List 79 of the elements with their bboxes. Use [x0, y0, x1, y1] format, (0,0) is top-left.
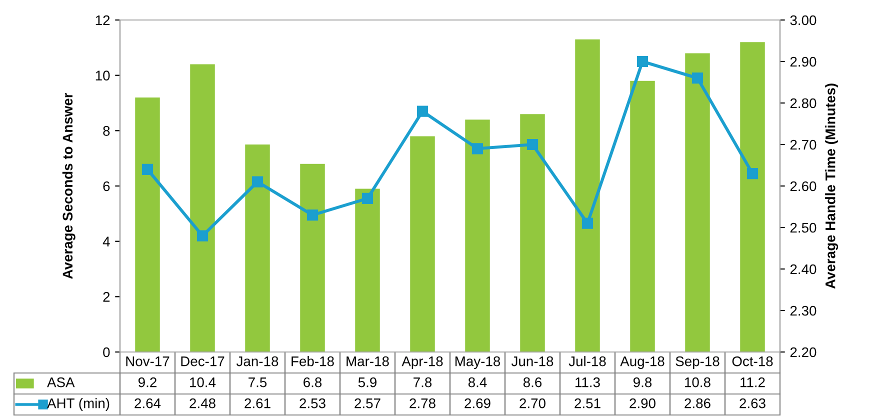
point: [636, 56, 648, 68]
data-label: 9.8: [634, 377, 652, 388]
data-label: 2.70: [520, 398, 546, 408]
bar: [135, 97, 160, 352]
point: [416, 106, 428, 117]
data-label: 5.9: [358, 377, 376, 388]
x-tick-label: Aug-18: [620, 356, 664, 369]
y-tick-label: 10: [96, 70, 110, 81]
bar: [685, 53, 710, 352]
y-tick-label: 6: [103, 181, 110, 192]
x-tick-label: May-18: [455, 356, 500, 369]
data-label: 9.2: [138, 377, 156, 388]
bar: [740, 42, 765, 352]
y2-axis-title: Average Handle Time (Minutes): [825, 84, 838, 289]
y-tick-label: 0: [103, 347, 110, 358]
bar: [520, 114, 545, 352]
y-tick-label: 12: [96, 15, 110, 26]
bar: [245, 144, 270, 352]
data-label: 2.69: [464, 398, 490, 408]
data-label: 7.5: [248, 378, 267, 388]
x-tick-label: Jun-18: [511, 356, 554, 366]
data-label: 6.8: [304, 377, 322, 388]
data-label: 11.3: [576, 377, 600, 388]
y2-tick-label: 2.70: [790, 140, 816, 150]
bar: [575, 39, 600, 352]
point: [142, 164, 154, 175]
y2-tick-label: 2.40: [790, 264, 816, 274]
data-label: 8.4: [468, 377, 487, 388]
data-label: 2.57: [354, 398, 380, 408]
data-label: 2.61: [244, 398, 270, 408]
y2-tick-label: 2.30: [790, 306, 816, 316]
point: [362, 192, 374, 204]
bar: [410, 136, 435, 352]
point: [306, 209, 318, 221]
data-label: 7.8: [414, 377, 432, 388]
y2-tick-label: 2.90: [790, 56, 816, 67]
legend-label: ASA: [47, 377, 75, 388]
data-label: 11.2: [740, 377, 765, 388]
bar: [465, 120, 490, 352]
y-tick-label: 2: [103, 292, 110, 302]
x-tick-label: Sep-18: [676, 356, 720, 369]
point: [526, 138, 538, 150]
bar: [190, 64, 215, 352]
y-tick-label: 8: [103, 126, 110, 136]
y2-tick-label: 2.50: [790, 222, 816, 233]
point: [746, 168, 758, 180]
x-tick-label: Jan-18: [236, 356, 278, 366]
y-axis-title: Average Seconds to Answer: [62, 92, 76, 279]
bar: [355, 188, 380, 352]
y-tick-label: 4: [102, 236, 110, 246]
data-label: 2.64: [134, 398, 161, 408]
y2-tick-label: 2.80: [790, 98, 816, 108]
data-label: 2.63: [740, 398, 766, 408]
x-tick-label: Apr-18: [402, 356, 443, 369]
data-label: 8.6: [523, 377, 542, 388]
bar: [630, 80, 655, 352]
point: [472, 143, 484, 154]
y2-tick-label: 2.20: [790, 347, 816, 358]
point: [582, 218, 594, 229]
data-label: 2.90: [630, 398, 656, 408]
data-label: 2.51: [574, 398, 600, 408]
data-label: 2.78: [410, 398, 436, 408]
point: [196, 230, 208, 242]
bar: [300, 164, 325, 352]
x-tick-label: Jul-18: [568, 356, 606, 366]
x-tick-label: Feb-18: [292, 356, 334, 366]
x-tick-label: Mar-18: [346, 356, 389, 366]
point: [252, 176, 264, 188]
data-label: 10.4: [190, 377, 216, 388]
x-tick-label: Oct-18: [732, 356, 773, 366]
data-label: 2.48: [190, 398, 216, 408]
point: [692, 72, 704, 84]
y2-tick-label: 2.60: [790, 181, 816, 192]
x-tick-label: Nov-17: [126, 356, 170, 366]
y2-tick-label: 3.00: [790, 15, 816, 26]
data-label: 2.53: [300, 398, 326, 408]
x-tick-label: Dec-17: [181, 356, 224, 366]
data-label: 2.86: [684, 398, 710, 408]
data-label: 10.8: [685, 377, 710, 388]
